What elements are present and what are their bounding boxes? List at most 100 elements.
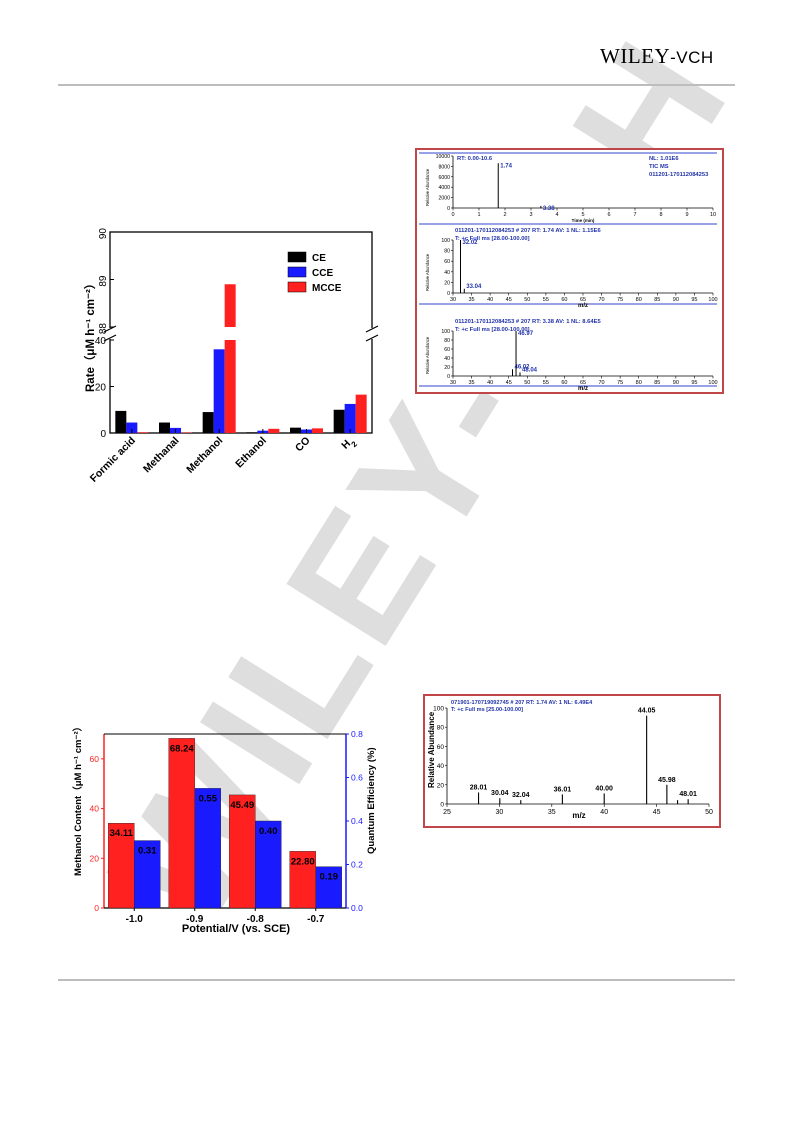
x-tick-label: 85: [654, 380, 660, 386]
y-tick-label: 20: [437, 782, 445, 789]
category-label: Methanal: [141, 435, 182, 476]
panel-info: TIC MS: [649, 164, 669, 170]
axis-break-gap-right: [366, 328, 378, 339]
x-tick-label: 50: [524, 297, 530, 303]
y-tick-label-left: 20: [90, 853, 100, 863]
y-tick-label: 0: [440, 802, 444, 809]
bar-value-label: 0.31: [138, 846, 157, 857]
panel-info: NL: 1.01E6: [649, 156, 679, 162]
y-tick-label: 40: [444, 356, 450, 362]
category-label: Methanol: [184, 435, 225, 476]
x-tick-label: 40: [487, 297, 493, 303]
mass-spectrum-xlabel: m/z: [572, 811, 585, 820]
peak-label: 46.97: [518, 331, 534, 337]
peak-label: 1.74: [500, 163, 512, 169]
bar-value-label: 68.24: [170, 743, 194, 754]
x-tick-label: 95: [691, 380, 697, 386]
x-tick-label: 65: [580, 380, 586, 386]
x-tick-label: 65: [580, 297, 586, 303]
y-tick-label: 8000: [438, 164, 450, 170]
mass-spectrum-content: 071901-170719092745 # 207 RT: 1.74 AV: 1…: [433, 700, 713, 816]
axis-break-mark: [365, 325, 379, 333]
y-tick-label-right: 0.4: [351, 816, 363, 826]
methanol-chart-xlabel: Potential/V (vs. SCE): [182, 923, 291, 935]
footer-rule: [58, 979, 735, 981]
y-tick-label-left: 40: [90, 804, 100, 814]
legend-swatch-MCCE: [287, 281, 307, 293]
peak-label: 40.00: [595, 785, 613, 792]
peak-label: 30.04: [491, 790, 509, 797]
logo-main: WILEY: [600, 44, 671, 68]
mass-spectrum-frame: [423, 694, 721, 828]
y-tick-label: 0: [447, 291, 450, 297]
x-tick-label: 35: [548, 809, 556, 816]
panel-ylabel: Relative Abundance: [425, 336, 430, 374]
methanol-chart-ylabel-right: Quantum Efficiency (%): [366, 747, 377, 854]
bar-right-3: [315, 866, 342, 909]
rate-chart-ylabel: Rate（μM h⁻¹ cm⁻²）: [83, 278, 97, 392]
bar-MCCE-0: [137, 432, 149, 433]
bar-MCCE-2-lower: [224, 340, 236, 433]
y-tick-label: 60: [444, 259, 450, 265]
axis-break-gap-left: [104, 328, 116, 339]
plot-frame: [109, 231, 373, 434]
x-tick-label: 100: [708, 297, 717, 303]
bar-value-label: 0.55: [199, 793, 218, 804]
y-tick-label-right: 0.8: [351, 729, 363, 739]
category-label-subscript: 2: [349, 439, 359, 449]
bar-value-label: 0.40: [259, 826, 278, 837]
x-tick-label: 85: [654, 297, 660, 303]
panel-header: T: +c Full ms [28.00-100.00]: [455, 236, 530, 242]
bar-right-0: [134, 840, 161, 909]
y-tick-label-left: 60: [90, 754, 100, 764]
category-label-text: Ethanol: [233, 435, 269, 471]
y-tick-label: 80: [444, 338, 450, 344]
panel-header: RT: 0.00-10.6: [457, 156, 493, 162]
x-tick-label: -0.7: [307, 914, 325, 925]
bar-CE-5: [333, 409, 345, 433]
panel-xlabel: m/z: [578, 303, 588, 309]
peak-label: 28.01: [470, 784, 488, 791]
x-tick-label: 80: [636, 380, 642, 386]
x-tick-label: 45: [653, 809, 661, 816]
x-tick-label: 9: [685, 212, 688, 218]
spectrum-header: 071901-170719092745 # 207 RT: 1.74 AV: 1…: [451, 700, 593, 706]
y-tick-label: 0: [447, 374, 450, 380]
y-tick-label: 20: [444, 280, 450, 286]
y-tick-label-right: 0.2: [351, 860, 363, 870]
x-tick-label: 60: [561, 380, 567, 386]
y-tick-label: 90: [98, 228, 109, 240]
bar-value-label: 45.49: [230, 800, 254, 811]
x-tick-label: 30: [450, 380, 456, 386]
panel-header: 011201-170112084253 # 207 RT: 3.38 AV: 1…: [455, 319, 601, 325]
x-tick-label: 60: [561, 297, 567, 303]
x-tick-label: 1: [477, 212, 480, 218]
x-tick-label: 100: [708, 380, 717, 386]
category-label-text: CO: [293, 435, 313, 455]
peak-label: 32.02: [463, 240, 479, 246]
axis-break-mark: [103, 334, 117, 342]
x-tick-label: 25: [443, 809, 451, 816]
x-tick-label: 30: [450, 297, 456, 303]
y-tick-label: 0: [100, 429, 106, 440]
legend-label-MCCE: MCCE: [312, 283, 342, 294]
bar-value-label: 22.80: [291, 856, 315, 867]
legend-swatch-CCE: [287, 266, 307, 278]
category-label: CO: [293, 435, 313, 455]
x-tick-label: 7: [633, 212, 636, 218]
y-tick-label: 89: [98, 275, 109, 287]
x-tick-label: 10: [710, 212, 716, 218]
y-tick-label: 20: [95, 383, 107, 394]
mass-spectrum-ylabel: Relative Abundance: [427, 711, 436, 788]
y-tick-label: 100: [433, 706, 444, 713]
bar-CCE-5: [344, 403, 356, 433]
x-tick-label: 50: [524, 380, 530, 386]
x-tick-label: 3: [529, 212, 532, 218]
bar-CCE-0: [126, 422, 138, 433]
rate-chart-legend: CE CCE MCCE: [287, 251, 342, 294]
logo-suffix: -VCH: [670, 48, 714, 67]
y-tick-label: 40: [95, 336, 107, 347]
methanol-chart-ylabel: Methanol Content（μM h⁻¹ cm⁻²）: [72, 726, 84, 876]
